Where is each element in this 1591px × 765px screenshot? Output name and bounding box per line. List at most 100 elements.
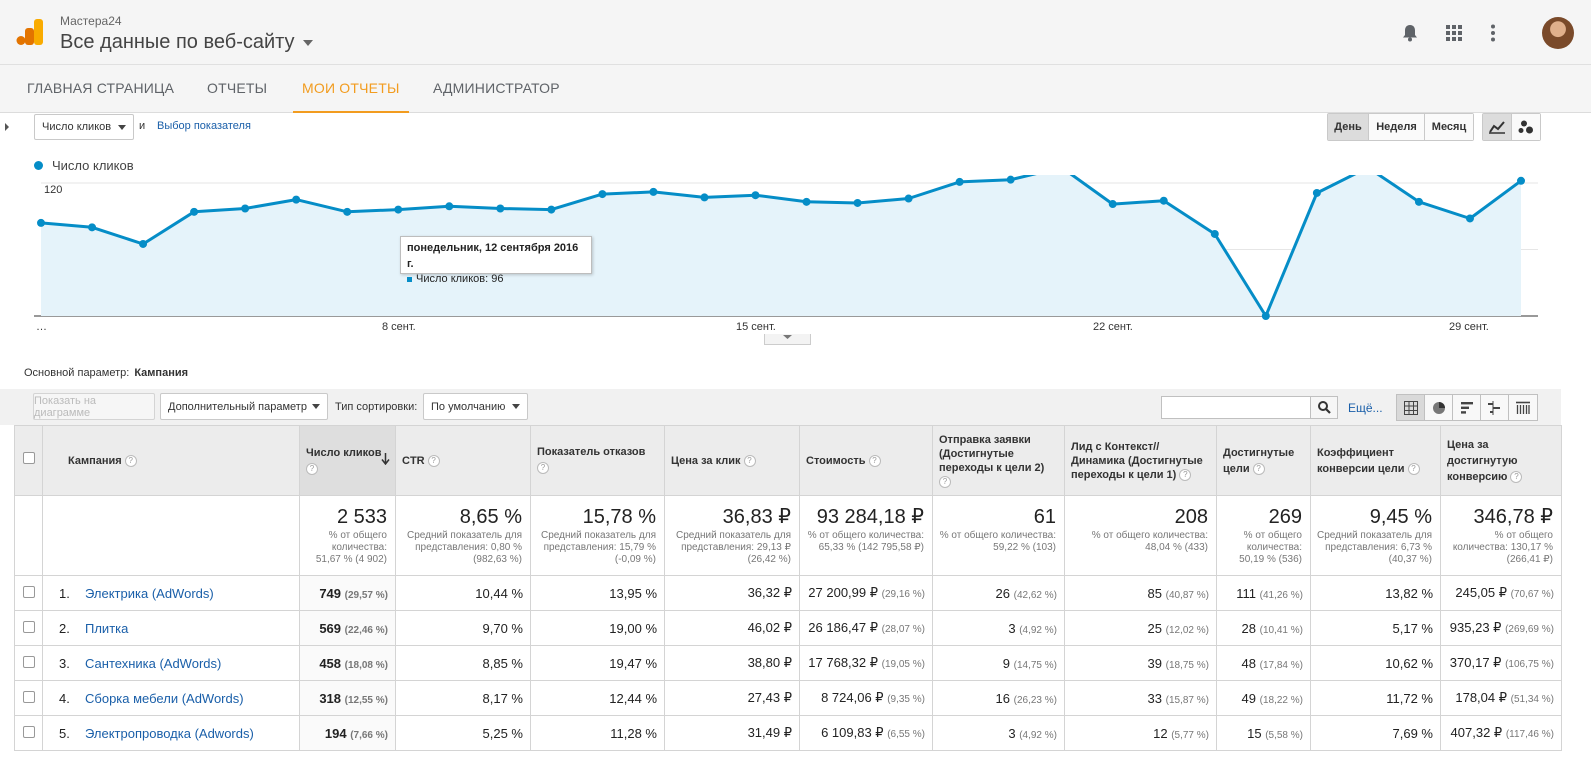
tab-home[interactable]: ГЛАВНАЯ СТРАНИЦА (27, 80, 175, 96)
column-header-bounce[interactable]: Показатель отказов? (530, 425, 665, 496)
period-month-button[interactable]: Месяц (1425, 114, 1473, 140)
column-header-conversion-rate[interactable]: Коэффициент конверсии цели? (1310, 425, 1441, 496)
cpc-cell: 46,02 ₽ (664, 610, 800, 646)
chart-point[interactable] (292, 195, 301, 204)
bell-icon[interactable] (1399, 22, 1421, 44)
help-icon[interactable]: ? (1407, 462, 1420, 475)
total-value: 346,78 ₽ (1473, 506, 1553, 528)
view-performance-button[interactable] (1453, 395, 1481, 420)
help-icon[interactable]: ? (537, 462, 549, 475)
chart-point[interactable] (343, 207, 352, 216)
select-all-checkbox[interactable] (22, 452, 35, 464)
sidebar-expand-toggle[interactable] (0, 113, 14, 141)
chart-point[interactable] (37, 218, 45, 227)
tab-reports[interactable]: ОТЧЕТЫ (207, 80, 268, 96)
column-header-cost-per-conversion[interactable]: Цена за достигнутую конверсию? (1440, 425, 1562, 496)
advanced-filter-link[interactable]: Ещё... (1348, 401, 1383, 415)
clicks-value: 749 (319, 585, 342, 601)
chart-point[interactable] (649, 187, 658, 196)
chart-point[interactable] (802, 197, 811, 206)
chart-point[interactable] (598, 190, 607, 199)
header-select-all[interactable] (14, 425, 43, 496)
chart-point[interactable] (1414, 197, 1423, 206)
total-subtext: % от общего количества: 59,22 % (103) (939, 530, 1056, 553)
view-comparison-button[interactable] (1481, 395, 1509, 420)
percent-of-total: (28,07 %) (881, 624, 925, 635)
view-pie-button[interactable] (1425, 395, 1453, 420)
help-icon[interactable]: ? (868, 454, 881, 467)
chart-point[interactable] (1210, 229, 1219, 238)
chart-point[interactable] (853, 198, 862, 207)
line-chart-button[interactable] (1483, 114, 1512, 140)
row-checkbox[interactable] (22, 690, 35, 703)
sort-type-select[interactable]: По умолчанию (423, 393, 528, 420)
column-header-goal2[interactable]: Отправка заявки (Достигнутые переходы к … (932, 425, 1065, 496)
plot-rows-button[interactable]: Показать на диаграмме (33, 393, 155, 420)
column-header-campaign[interactable]: Кампания? (42, 425, 300, 496)
help-icon[interactable]: ? (306, 462, 318, 475)
campaign-link[interactable]: Сборка мебели (AdWords) (85, 690, 244, 706)
help-icon[interactable]: ? (1510, 470, 1523, 483)
chart-point[interactable] (1159, 196, 1168, 205)
property-selector[interactable]: Все данные по веб-сайту (60, 31, 313, 54)
chart-point[interactable] (139, 239, 148, 248)
chart-point[interactable] (496, 204, 505, 213)
help-icon[interactable]: ? (743, 454, 756, 467)
chart-legend[interactable]: Число кликов (34, 158, 134, 173)
more-vert-icon[interactable] (1482, 22, 1504, 44)
motion-chart-button[interactable] (1512, 114, 1540, 140)
apps-grid-icon[interactable] (1443, 22, 1465, 44)
column-header-goal-completions[interactable]: Достигнутые цели? (1216, 425, 1311, 496)
column-header-goal1[interactable]: Лид с Контекст// Динамика (Достигнутые п… (1064, 425, 1217, 496)
table-search-input[interactable] (1161, 396, 1311, 419)
chart-point[interactable] (445, 202, 454, 211)
period-week-button[interactable]: Неделя (1369, 114, 1425, 140)
help-icon[interactable]: ? (1252, 462, 1265, 475)
chart-point[interactable] (1006, 175, 1015, 184)
column-header-ctr[interactable]: CTR? (395, 425, 531, 496)
chart-point[interactable] (1517, 176, 1525, 185)
chart-point[interactable] (1261, 312, 1270, 320)
choose-metric-link[interactable]: Выбор показателя (157, 120, 251, 132)
tab-my-reports[interactable]: МОИ ОТЧЕТЫ (293, 65, 409, 113)
chart-point[interactable] (241, 204, 250, 213)
column-header-cost[interactable]: Стоимость? (799, 425, 933, 496)
row-checkbox[interactable] (22, 655, 35, 668)
chart-point[interactable] (700, 193, 709, 202)
secondary-dimension-select[interactable]: Дополнительный параметр (160, 393, 328, 420)
period-day-button[interactable]: День (1328, 114, 1369, 140)
chart-point[interactable] (88, 223, 97, 232)
row-checkbox[interactable] (22, 585, 35, 598)
chart-point[interactable] (751, 191, 760, 200)
campaign-link[interactable]: Электрика (AdWords) (85, 585, 214, 601)
primary-dimension-value[interactable]: Кампания (134, 367, 189, 379)
column-header-clicks[interactable]: Число кликов? (299, 425, 396, 496)
analytics-logo-icon[interactable] (16, 18, 44, 46)
column-header-cpc[interactable]: Цена за клик? (664, 425, 800, 496)
chart-point[interactable] (955, 177, 964, 186)
row-checkbox[interactable] (22, 620, 35, 633)
row-checkbox[interactable] (22, 725, 35, 738)
help-icon[interactable]: ? (1179, 468, 1192, 481)
chart-point[interactable] (394, 205, 403, 214)
chart-point[interactable] (1108, 200, 1117, 209)
chart-point[interactable] (1312, 188, 1321, 197)
campaign-link[interactable]: Плитка (85, 620, 129, 636)
tab-admin[interactable]: АДМИНИСТРАТОР (433, 80, 560, 96)
chart-collapse-handle[interactable] (764, 334, 811, 345)
search-button[interactable] (1310, 396, 1338, 419)
view-pivot-button[interactable] (1509, 395, 1537, 420)
chart-point[interactable] (190, 207, 199, 216)
help-icon[interactable]: ? (124, 454, 137, 467)
metric-select[interactable]: Число кликов (34, 114, 134, 140)
chart-point[interactable] (904, 194, 913, 203)
clicks-area-chart[interactable] (0, 175, 1561, 335)
chart-point[interactable] (547, 205, 556, 214)
campaign-link[interactable]: Электропроводка (Adwords) (85, 725, 254, 741)
help-icon[interactable]: ? (939, 475, 951, 488)
campaign-link[interactable]: Сантехника (AdWords) (85, 655, 222, 671)
view-table-button[interactable] (1397, 395, 1425, 420)
chart-point[interactable] (1465, 214, 1474, 223)
avatar[interactable] (1542, 17, 1574, 49)
help-icon[interactable]: ? (427, 454, 440, 467)
